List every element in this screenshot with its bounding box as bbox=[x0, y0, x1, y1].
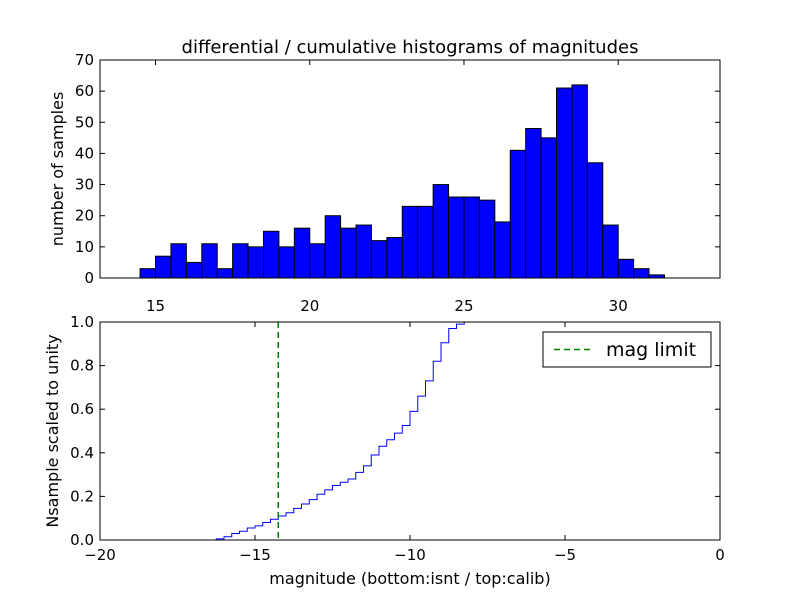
x-tick-label: −20 bbox=[84, 546, 116, 564]
histogram-frame bbox=[99, 59, 721, 279]
cumulative-step-line bbox=[100, 321, 720, 541]
histogram-bar bbox=[232, 243, 249, 279]
legend-box bbox=[542, 331, 712, 368]
histogram-bar bbox=[262, 230, 280, 279]
histogram-bar bbox=[201, 243, 218, 279]
cumulative-frame bbox=[99, 321, 721, 541]
histogram-bar bbox=[309, 243, 326, 279]
histogram-bar bbox=[571, 84, 588, 279]
histogram-bar bbox=[540, 137, 558, 279]
histogram-bar bbox=[355, 224, 372, 279]
histogram-bar bbox=[386, 237, 403, 279]
y-tick-label: 0.2 bbox=[70, 487, 94, 505]
x-tick-label: 25 bbox=[454, 297, 473, 315]
cumulative-y-ticks: 0.0 0.2 0.4 0.6 0.8 1.0 bbox=[70, 313, 720, 549]
y-tick-label: 70 bbox=[75, 51, 94, 69]
histogram-bar bbox=[586, 162, 604, 279]
histogram-bar bbox=[509, 149, 527, 279]
x-tick-label: 20 bbox=[300, 297, 319, 315]
histogram-bar bbox=[247, 246, 264, 279]
x-tick-label: −15 bbox=[239, 546, 271, 564]
cumulative-y-label: Nsample scaled to unity bbox=[43, 334, 62, 527]
y-tick-label: 0.6 bbox=[70, 400, 94, 418]
y-tick-label: 20 bbox=[75, 207, 94, 225]
histogram-bar bbox=[556, 87, 573, 279]
histogram-bar bbox=[324, 215, 342, 279]
x-tick-label: 15 bbox=[146, 297, 165, 315]
histogram-bar bbox=[185, 261, 203, 279]
histogram-title: differential / cumulative histograms of … bbox=[182, 37, 639, 58]
histogram-bar bbox=[478, 199, 496, 279]
y-tick-label: 0 bbox=[84, 269, 94, 287]
y-tick-label: 50 bbox=[75, 113, 94, 131]
x-tick-label: −10 bbox=[394, 546, 426, 564]
cumulative-x-ticks: −20 −15 −10 −5 0 bbox=[84, 322, 725, 564]
y-tick-label: 10 bbox=[75, 238, 94, 256]
x-tick-label: 0 bbox=[715, 546, 725, 564]
x-tick-label: −5 bbox=[554, 546, 576, 564]
histogram-bar bbox=[139, 268, 157, 279]
histogram-bar bbox=[448, 196, 465, 279]
y-tick-label: 0.8 bbox=[70, 357, 94, 375]
y-tick-label: 1.0 bbox=[70, 313, 94, 331]
y-tick-label: 60 bbox=[75, 82, 94, 100]
histogram-bar bbox=[617, 258, 635, 279]
histogram-bar bbox=[155, 255, 172, 279]
histogram-bar bbox=[633, 268, 650, 279]
histogram-y-label: number of samples bbox=[48, 92, 67, 247]
y-tick-label: 0.0 bbox=[70, 531, 94, 549]
histogram-bars bbox=[139, 84, 665, 279]
histogram-bar bbox=[401, 205, 419, 279]
histogram-bar bbox=[463, 196, 480, 279]
histogram-bar bbox=[278, 246, 295, 279]
legend-mag-limit-label: mag limit bbox=[606, 339, 696, 361]
x-tick-label: 30 bbox=[609, 297, 628, 315]
histogram-bar bbox=[602, 224, 619, 279]
histogram-bar bbox=[170, 243, 187, 279]
histogram-bar bbox=[216, 268, 234, 279]
y-tick-label: 30 bbox=[75, 176, 94, 194]
cumulative-x-label: magnitude (bottom:isnt / top:calib) bbox=[269, 569, 550, 588]
histogram-x-ticks: 15 20 25 30 bbox=[146, 60, 628, 315]
histogram-y-ticks: 0 10 20 30 40 50 60 70 bbox=[75, 51, 720, 287]
legend: mag limit bbox=[542, 331, 712, 368]
histogram-bar bbox=[494, 221, 511, 279]
y-tick-label: 0.4 bbox=[70, 444, 94, 462]
histogram-bar bbox=[340, 227, 357, 279]
histogram-bar bbox=[432, 184, 450, 279]
cumulative-panel: 0.0 0.2 0.4 0.6 0.8 1.0 −20 −15 −10 −5 0 magnitud… bbox=[43, 313, 725, 588]
histogram-panel: differential / cumulative histograms of … bbox=[48, 37, 721, 315]
histogram-bar bbox=[525, 128, 542, 279]
y-tick-label: 40 bbox=[75, 144, 94, 162]
histogram-bar bbox=[370, 240, 388, 279]
histogram-bar bbox=[293, 227, 311, 279]
histogram-bar bbox=[417, 205, 434, 279]
